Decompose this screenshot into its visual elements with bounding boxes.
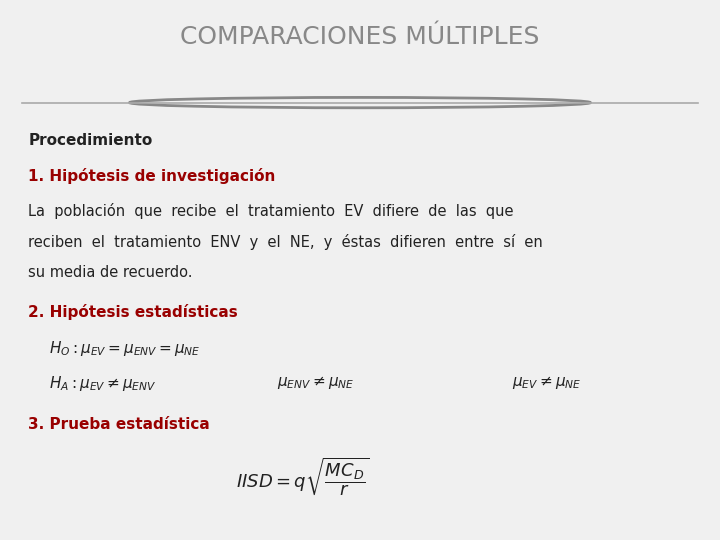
Text: La  población  que  recibe  el  tratamiento  EV  difiere  de  las  que: La población que recibe el tratamiento E… (28, 203, 514, 219)
Text: su media de recuerdo.: su media de recuerdo. (28, 265, 193, 280)
Text: $H_A: \mu_{EV} \neq \mu_{ENV}$: $H_A: \mu_{EV} \neq \mu_{ENV}$ (49, 374, 156, 393)
Text: reciben  el  tratamiento  ENV  y  el  NE,  y  éstas  difieren  entre  sí  en: reciben el tratamiento ENV y el NE, y és… (28, 234, 543, 250)
Text: COMPARACIONES MÚLTIPLES: COMPARACIONES MÚLTIPLES (180, 25, 540, 49)
Text: 3. Prueba estadística: 3. Prueba estadística (28, 417, 210, 431)
Text: $IISD = q\sqrt{\dfrac{MC_D}{r}}$: $IISD = q\sqrt{\dfrac{MC_D}{r}}$ (235, 456, 369, 498)
Text: $\mu_{EV} \neq \mu_{NE}$: $\mu_{EV} \neq \mu_{NE}$ (512, 374, 582, 391)
Text: $H_O: \mu_{EV} = \mu_{ENV} = \mu_{NE}$: $H_O: \mu_{EV} = \mu_{ENV} = \mu_{NE}$ (49, 339, 201, 358)
Text: 2. Hipótesis estadísticas: 2. Hipótesis estadísticas (28, 304, 238, 320)
Text: $\mu_{ENV} \neq \mu_{NE}$: $\mu_{ENV} \neq \mu_{NE}$ (277, 374, 354, 391)
Text: Procedimiento: Procedimiento (28, 133, 153, 148)
Text: 1. Hipótesis de investigación: 1. Hipótesis de investigación (28, 168, 276, 184)
